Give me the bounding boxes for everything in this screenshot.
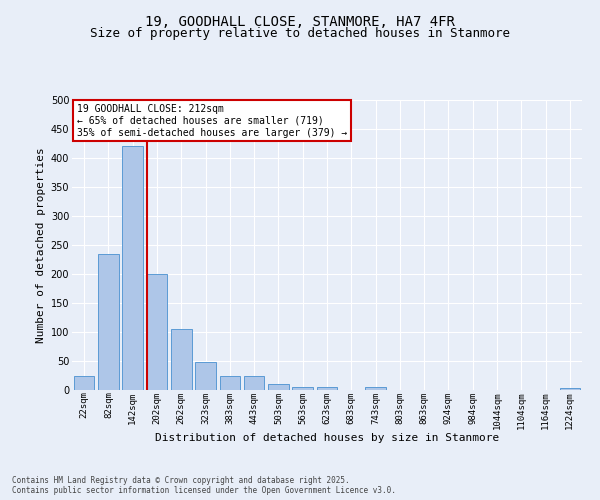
Bar (122, 146, 143, 390)
Bar (98, 254, 119, 390)
Bar (74, 376, 94, 390)
Y-axis label: Number of detached properties: Number of detached properties (37, 147, 46, 343)
Bar (195, 362, 216, 390)
Text: 19, GOODHALL CLOSE, STANMORE, HA7 4FR: 19, GOODHALL CLOSE, STANMORE, HA7 4FR (145, 15, 455, 29)
Bar (146, 274, 167, 390)
Text: Size of property relative to detached houses in Stanmore: Size of property relative to detached ho… (90, 28, 510, 40)
Bar (292, 387, 313, 390)
Bar (365, 387, 386, 390)
Bar (317, 387, 337, 390)
Bar (171, 329, 191, 390)
Bar (244, 376, 265, 390)
Text: Contains HM Land Registry data © Crown copyright and database right 2025.
Contai: Contains HM Land Registry data © Crown c… (12, 476, 396, 495)
Bar (220, 376, 240, 390)
Bar (560, 388, 580, 390)
Text: 19 GOODHALL CLOSE: 212sqm
← 65% of detached houses are smaller (719)
35% of semi: 19 GOODHALL CLOSE: 212sqm ← 65% of detac… (77, 104, 347, 138)
X-axis label: Distribution of detached houses by size in Stanmore: Distribution of detached houses by size … (155, 433, 499, 443)
Bar (268, 384, 289, 390)
